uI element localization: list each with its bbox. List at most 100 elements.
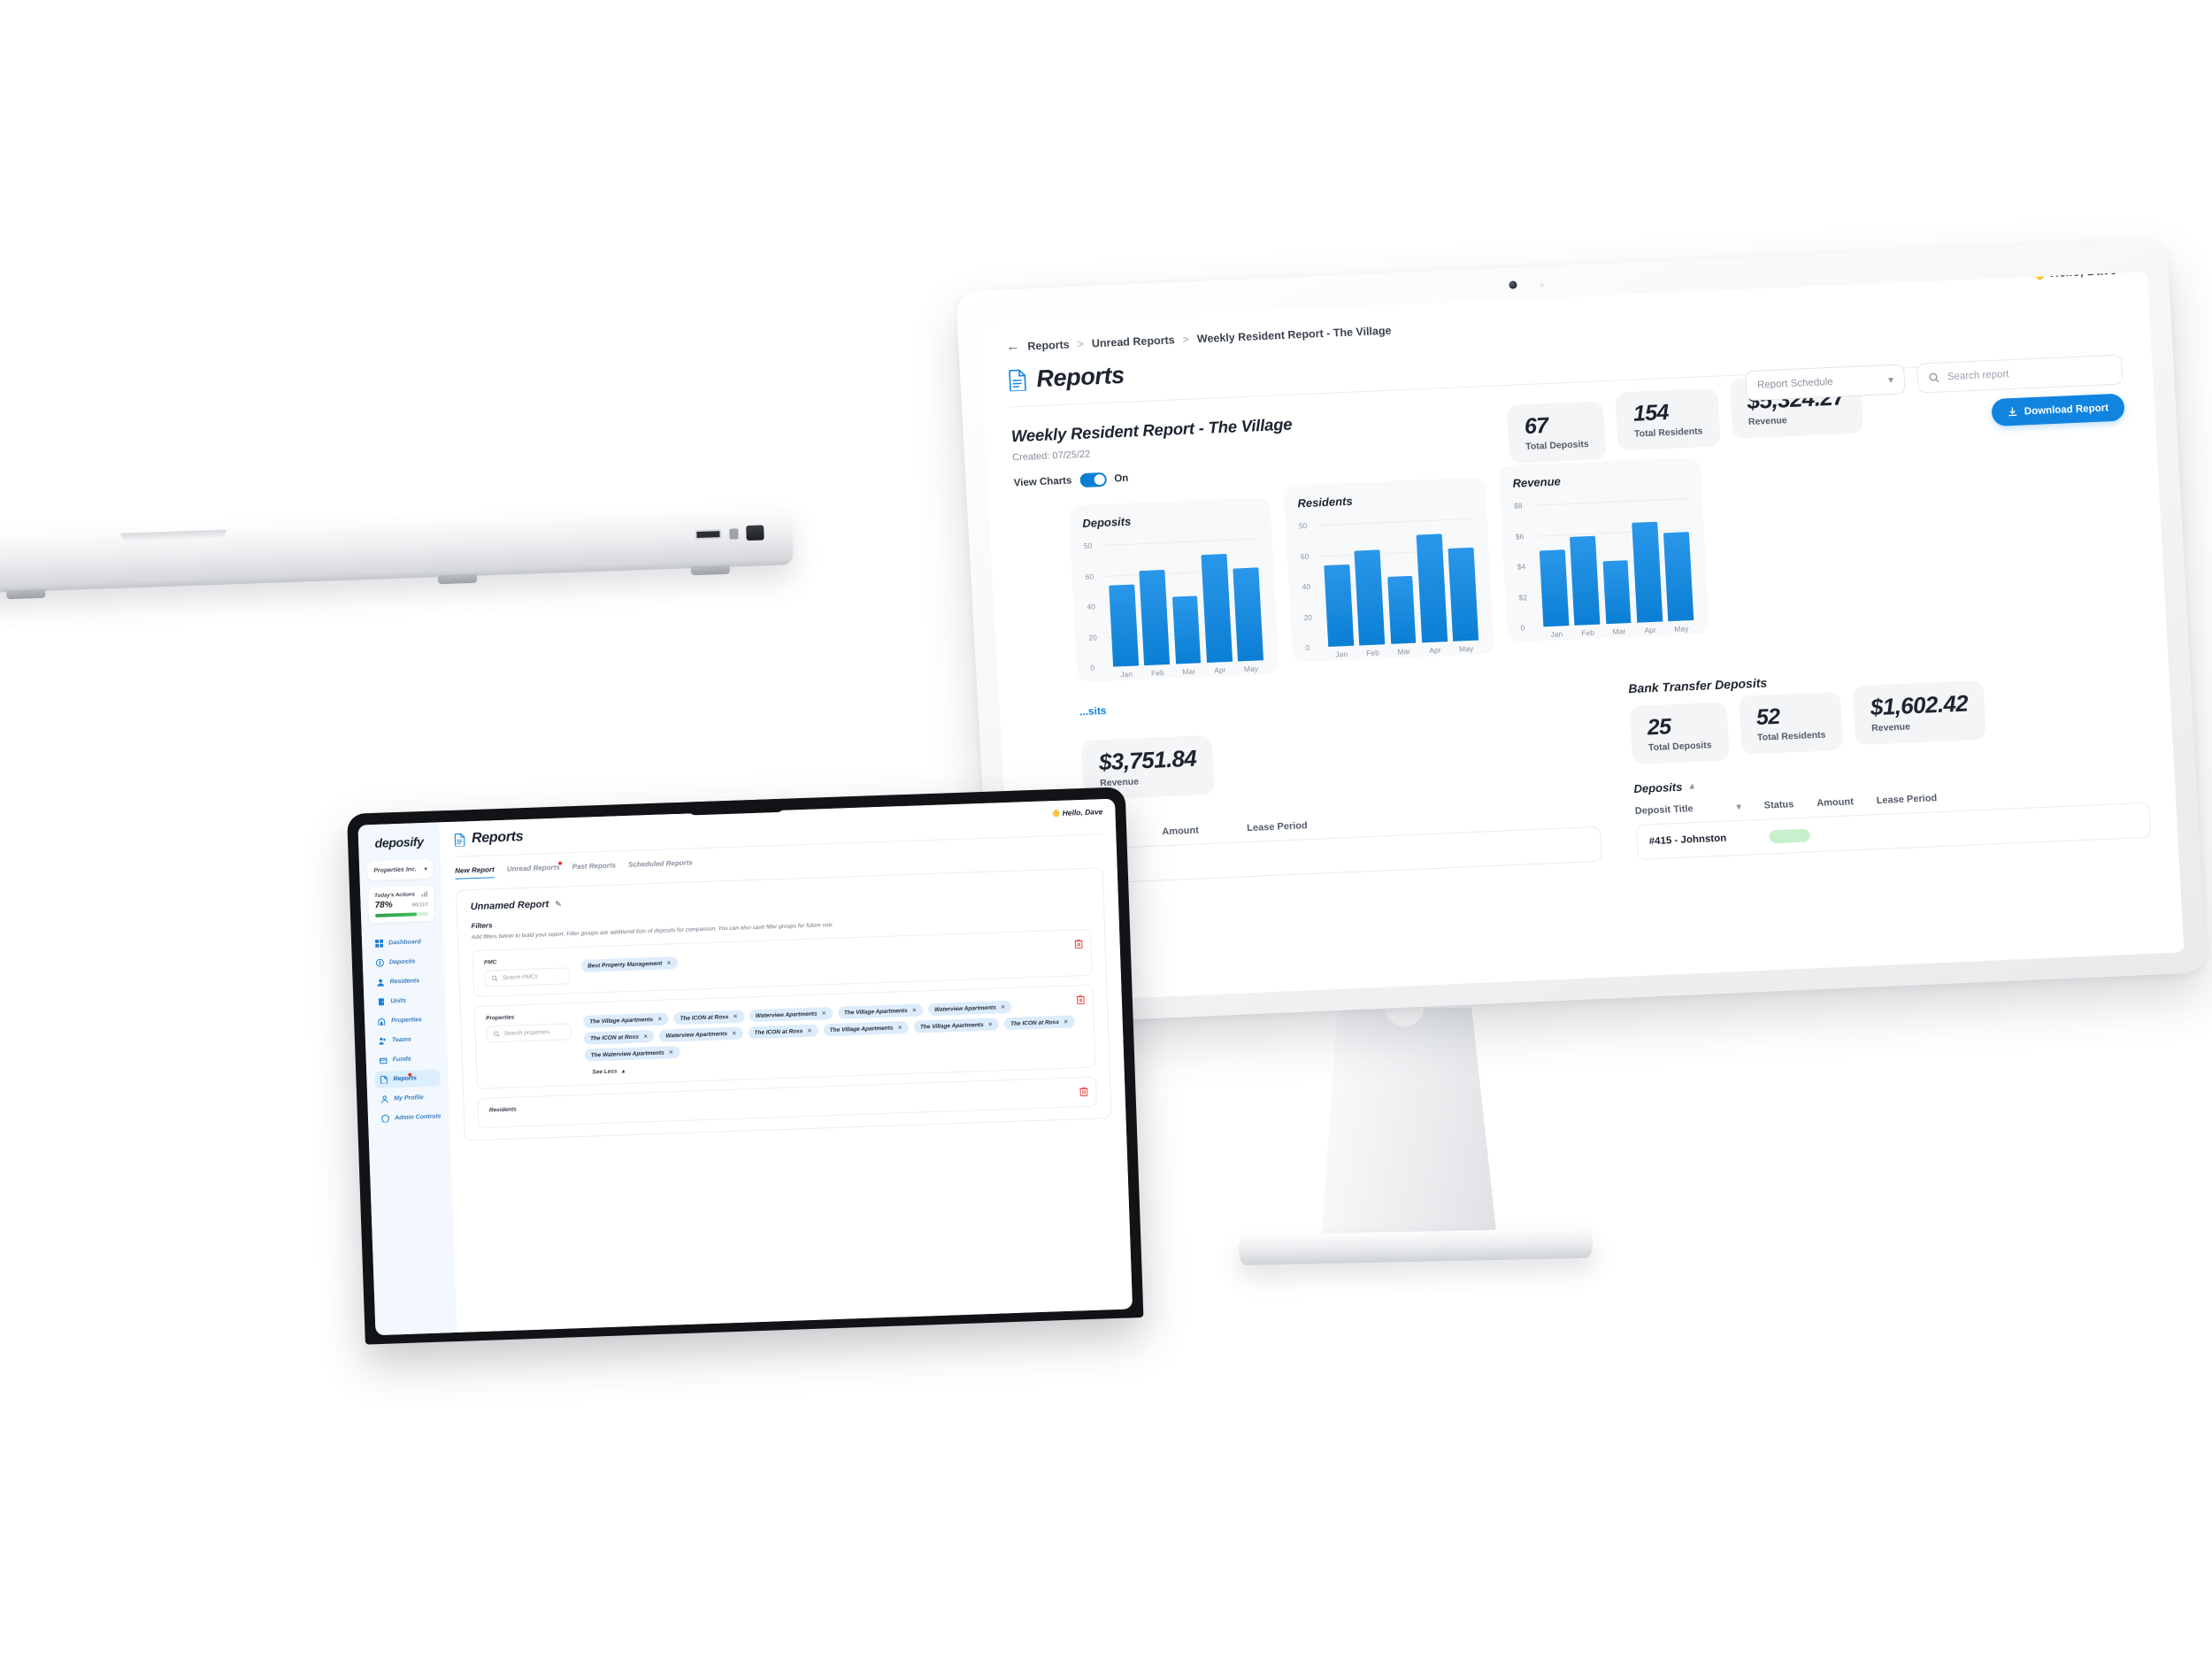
- trash-icon[interactable]: [1079, 1087, 1088, 1097]
- chart-bar[interactable]: [1386, 576, 1417, 644]
- close-icon[interactable]: ✕: [668, 1049, 674, 1056]
- view-charts-toggle[interactable]: [1079, 472, 1107, 488]
- download-report-button[interactable]: Download Report: [1991, 393, 2125, 427]
- column-amount: Amount: [1162, 825, 1200, 838]
- close-icon[interactable]: ✕: [642, 1033, 649, 1041]
- close-icon[interactable]: ✕: [987, 1021, 994, 1028]
- search-report-input[interactable]: Search report: [1916, 354, 2124, 394]
- close-icon[interactable]: ✕: [666, 960, 672, 967]
- filter-chip[interactable]: Waterview Apartments ✕: [927, 1001, 1012, 1017]
- chart-bar[interactable]: [1602, 560, 1632, 625]
- filter-chip[interactable]: Waterview Apartments ✕: [749, 1007, 833, 1023]
- sidebar-item-teams[interactable]: Teams: [373, 1031, 440, 1050]
- chart-bar-wrap: [1137, 532, 1171, 666]
- chart-bar[interactable]: [1631, 521, 1663, 623]
- chart-bar[interactable]: [1448, 547, 1479, 641]
- filter-chip[interactable]: The Village Apartments ✕: [823, 1021, 910, 1037]
- breadcrumb-item-reports[interactable]: Reports: [1027, 337, 1070, 352]
- tab-scheduled-reports[interactable]: Scheduled Reports: [627, 858, 694, 869]
- close-icon[interactable]: ✕: [731, 1030, 737, 1038]
- sidebar-item-deposits[interactable]: Deposits: [371, 953, 437, 972]
- filter-chip-label: The ICON at Ross: [680, 1013, 729, 1022]
- laptop: deposify Properties Inc. ▾ Today's Actio…: [347, 787, 1144, 1345]
- chevron-up-icon: ▴: [1689, 781, 1694, 792]
- chart-bar-wrap: [1384, 511, 1417, 644]
- filter-chip[interactable]: The ICON at Ross ✕: [1003, 1015, 1075, 1031]
- close-icon[interactable]: ✕: [657, 1016, 663, 1023]
- close-icon[interactable]: ✕: [733, 1013, 738, 1021]
- laptop-foot: [690, 565, 731, 576]
- chart-bar[interactable]: [1324, 564, 1355, 647]
- app-logo: deposify: [374, 833, 424, 850]
- stat-label: Total Deposits: [1525, 439, 1589, 453]
- delete-filter-group-button[interactable]: [1079, 1085, 1088, 1097]
- close-icon[interactable]: ✕: [1000, 1004, 1006, 1011]
- filter-chip-label: The Village Apartments: [843, 1007, 908, 1017]
- chart-bar[interactable]: [1539, 549, 1570, 627]
- chart-y-tick: $4: [1517, 562, 1526, 572]
- sidebar-item-residents[interactable]: Residents: [371, 972, 437, 992]
- chart-bar[interactable]: [1570, 536, 1601, 626]
- chart-bar[interactable]: [1233, 567, 1263, 662]
- close-icon[interactable]: ✕: [897, 1025, 903, 1032]
- org-switcher[interactable]: Properties Inc. ▾: [366, 858, 434, 881]
- column-deposit-title[interactable]: Deposit Title ▾: [1635, 802, 1742, 818]
- sidebar-item-funds[interactable]: Funds: [373, 1050, 440, 1070]
- filter-chip[interactable]: The ICON at Ross ✕: [673, 1010, 745, 1025]
- filter-chip[interactable]: The Village Apartments ✕: [913, 1018, 1000, 1033]
- chart-bar[interactable]: [1109, 584, 1140, 667]
- chart-x-tick: Jan: [1119, 669, 1133, 680]
- chart-bar[interactable]: [1139, 570, 1171, 666]
- download-icon: [2008, 407, 2017, 417]
- close-icon[interactable]: ✕: [821, 1010, 827, 1018]
- stat-card-bt-revenue: $1,602.42 Revenue: [1852, 680, 1987, 746]
- sidebar-item-units[interactable]: Units: [372, 992, 438, 1011]
- chart-bar[interactable]: [1663, 532, 1694, 622]
- chart-y-tick: 40: [1302, 581, 1311, 592]
- breadcrumb-item-unread-reports[interactable]: Unread Reports: [1091, 333, 1175, 349]
- chart-bar[interactable]: [1416, 534, 1448, 643]
- chart-bar[interactable]: [1354, 549, 1386, 646]
- trash-icon[interactable]: [1074, 939, 1083, 949]
- filter-search-input[interactable]: Search properties: [486, 1023, 572, 1043]
- trash-icon[interactable]: [1076, 995, 1085, 1005]
- delete-filter-group-button[interactable]: [1076, 993, 1085, 1005]
- close-icon[interactable]: ✕: [911, 1007, 918, 1014]
- filter-search-input[interactable]: Search PMCs: [484, 967, 570, 987]
- filter-chip[interactable]: Best Property Management ✕: [580, 956, 678, 972]
- tab-new-report[interactable]: New Report: [455, 865, 495, 879]
- laptop-ports: [695, 525, 764, 542]
- monitor-neck: [1316, 1007, 1498, 1249]
- filter-chip[interactable]: Waterview Apartments ✕: [659, 1026, 743, 1042]
- filter-chip[interactable]: The ICON at Ross ✕: [748, 1024, 818, 1040]
- sidebar-item-dashboard[interactable]: Dashboard: [370, 933, 436, 953]
- monitor-screen: 👋Hello, Dave ← Reports > Unread Reports …: [978, 272, 2185, 1003]
- chevron-down-icon: ▾: [424, 866, 427, 872]
- sidebar-item-properties[interactable]: Properties: [373, 1011, 439, 1031]
- arrow-left-icon[interactable]: ←: [1005, 338, 1020, 355]
- delete-filter-group-button[interactable]: [1074, 937, 1083, 949]
- filter-chip[interactable]: The Village Apartments ✕: [583, 1012, 669, 1028]
- stat-label: Revenue: [1870, 721, 1911, 734]
- view-charts-toggle-row: View Charts On: [1013, 464, 1294, 490]
- tab-unread-reports[interactable]: Unread Reports: [507, 861, 563, 878]
- chart-bar[interactable]: [1201, 554, 1233, 663]
- chart-x-tick: Jan: [1550, 629, 1563, 640]
- reports-detail-app: 👋Hello, Dave ← Reports > Unread Reports …: [978, 272, 2185, 1003]
- sidebar-item-admin-controls[interactable]: Admin Controls: [376, 1108, 442, 1127]
- hidden-section-link[interactable]: ...sits: [1079, 703, 1107, 718]
- tab-past-reports[interactable]: Past Reports: [572, 861, 617, 872]
- filter-group-left: Residents: [489, 1104, 574, 1118]
- breadcrumb-separator: >: [1182, 333, 1190, 346]
- chart-bar[interactable]: [1171, 595, 1202, 664]
- filter-chip[interactable]: The Waterview Apartments ✕: [584, 1046, 680, 1062]
- close-icon[interactable]: ✕: [1063, 1018, 1069, 1025]
- sidebar-item-my-profile[interactable]: My Profile: [375, 1088, 442, 1108]
- chart-title: Revenue: [1512, 474, 1562, 490]
- sidebar-item-reports[interactable]: Reports: [374, 1069, 441, 1089]
- close-icon[interactable]: ✕: [807, 1027, 812, 1035]
- column-lease-period: Lease Period: [1246, 820, 1309, 834]
- filter-chip[interactable]: The ICON at Ross ✕: [583, 1030, 655, 1045]
- filter-chip[interactable]: The Village Apartments ✕: [837, 1003, 924, 1019]
- pencil-icon[interactable]: ✎: [555, 899, 563, 909]
